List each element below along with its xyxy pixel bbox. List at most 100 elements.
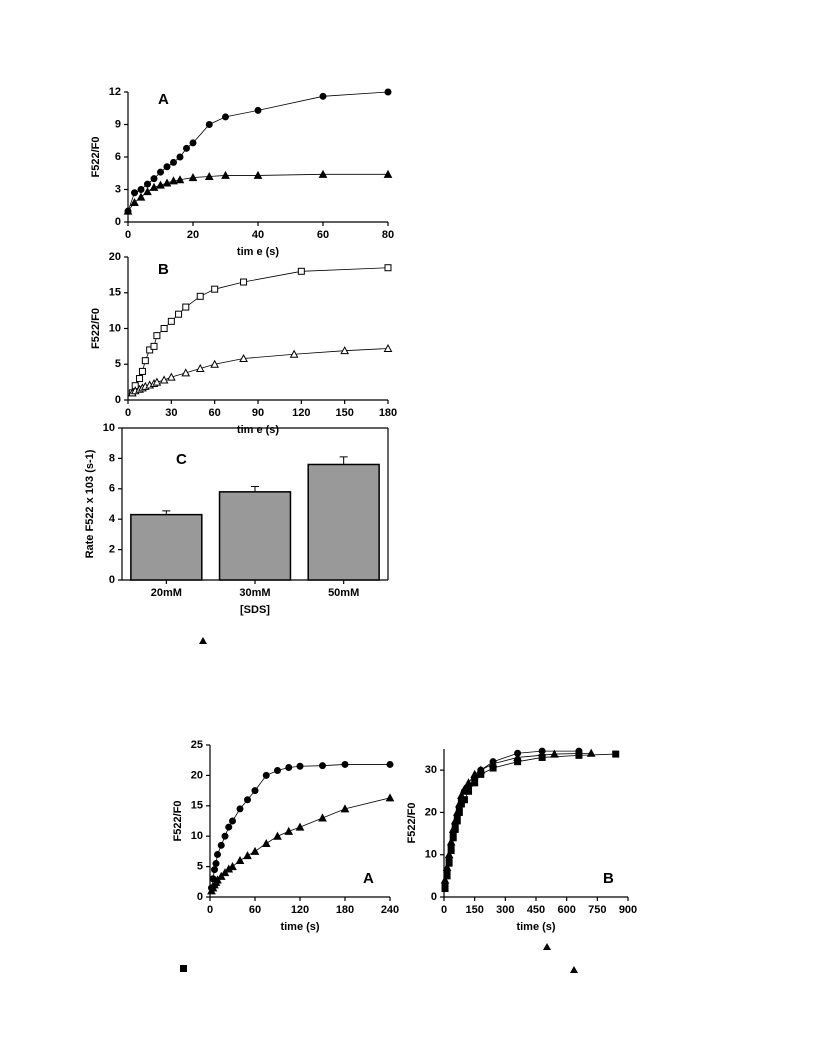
point	[143, 187, 152, 196]
point	[228, 862, 237, 871]
point	[385, 793, 395, 802]
point	[243, 851, 252, 860]
point	[130, 197, 139, 206]
panel-label: B	[603, 870, 614, 887]
point	[175, 310, 183, 318]
point	[254, 106, 262, 114]
point	[244, 796, 251, 804]
point	[162, 178, 172, 187]
axis	[443, 749, 628, 898]
x-tick-label: 450	[527, 904, 545, 916]
point	[341, 760, 349, 768]
x-tick-label: 180	[336, 904, 354, 916]
point	[575, 751, 583, 759]
x-tick-label: 600	[557, 904, 575, 916]
x-axis-label: time (s)	[280, 921, 319, 933]
x-tick-label: 90	[252, 407, 264, 419]
bar	[218, 491, 292, 581]
bar	[130, 513, 203, 581]
x-axis-label: time (s)	[516, 921, 555, 933]
point	[236, 805, 244, 813]
error-bar	[339, 456, 348, 465]
point	[196, 292, 204, 300]
x-tick-label: 150	[465, 904, 483, 916]
point	[183, 144, 190, 152]
y-tick-label: 6	[109, 483, 115, 495]
x-tick-label: 150	[335, 407, 353, 419]
point	[449, 834, 457, 842]
x-tick-label: 60	[317, 229, 329, 241]
point	[285, 763, 293, 771]
x-tick-label: 20	[187, 229, 199, 241]
point	[457, 790, 466, 800]
point	[284, 826, 294, 835]
y-tick-label: 2	[109, 544, 115, 556]
point	[471, 779, 479, 787]
point	[440, 875, 450, 884]
point	[384, 88, 392, 96]
point	[445, 859, 453, 867]
y-tick-label: 6	[115, 151, 121, 163]
point	[319, 762, 326, 770]
point	[452, 807, 462, 816]
point	[205, 121, 213, 128]
y-axis-label: F522/F0	[406, 803, 418, 844]
y-tick-label: 0	[115, 394, 121, 406]
point	[289, 349, 299, 358]
stray-triangle	[570, 966, 578, 973]
bar	[307, 463, 380, 581]
point	[261, 838, 271, 847]
panel-label: C	[176, 451, 187, 468]
point	[586, 748, 596, 757]
point	[538, 747, 546, 755]
point	[141, 357, 149, 365]
y-tick-label: 0	[197, 891, 203, 903]
y-tick-label: 9	[115, 118, 121, 130]
point	[318, 169, 328, 178]
point	[538, 753, 546, 761]
point	[146, 346, 154, 354]
point	[211, 866, 218, 874]
point	[152, 377, 162, 386]
point	[150, 342, 158, 350]
fit-line	[127, 91, 389, 212]
x-axis-label: [SDS]	[240, 604, 270, 616]
y-tick-label: 15	[191, 800, 203, 812]
point	[550, 749, 559, 758]
point	[476, 765, 486, 774]
point	[176, 153, 184, 161]
x-tick-label: 20mM	[151, 587, 182, 599]
x-tick-label: 60	[209, 407, 221, 419]
fit-line	[444, 750, 579, 885]
y-tick-label: 4	[109, 513, 116, 525]
y-tick-label: 20	[425, 806, 437, 818]
point	[464, 778, 473, 787]
point	[225, 823, 233, 831]
point	[131, 189, 138, 197]
x-tick-label: 80	[382, 229, 394, 241]
x-tick-label: 50mM	[328, 587, 359, 599]
point	[454, 799, 464, 808]
y-tick-label: 25	[191, 739, 203, 751]
point	[441, 885, 449, 893]
y-tick-label: 10	[425, 849, 437, 861]
point	[166, 372, 176, 381]
point	[274, 767, 281, 775]
point	[210, 359, 220, 368]
point	[195, 363, 205, 373]
point	[149, 182, 159, 191]
y-tick-label: 3	[115, 183, 121, 195]
point	[340, 804, 350, 813]
point	[160, 325, 168, 332]
point	[137, 186, 145, 193]
x-tick-label: 900	[619, 904, 637, 916]
point	[167, 317, 175, 325]
panel-label: A	[363, 870, 374, 887]
point	[488, 759, 498, 768]
x-tick-label: 0	[207, 904, 213, 916]
point	[144, 180, 151, 188]
point	[136, 375, 144, 383]
point	[450, 816, 460, 825]
error-bar	[162, 510, 171, 515]
point	[169, 176, 178, 185]
